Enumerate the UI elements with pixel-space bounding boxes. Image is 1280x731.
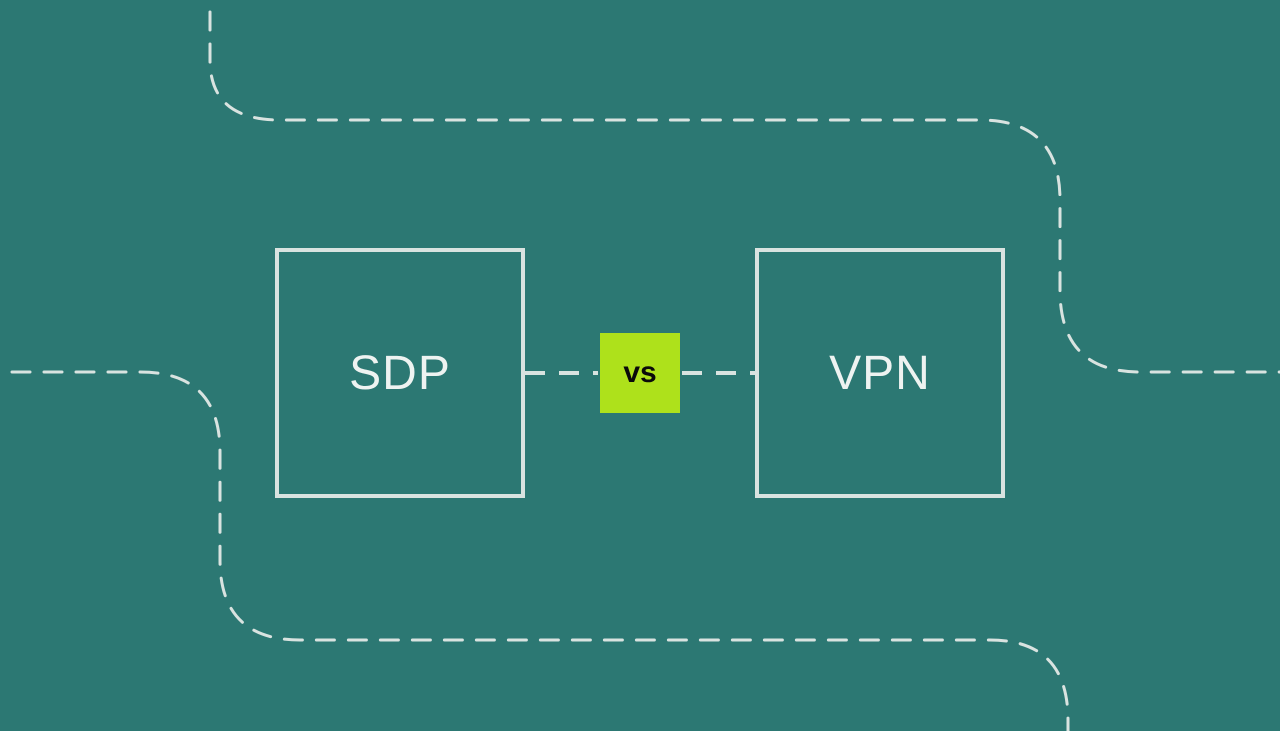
right-box-label: VPN	[829, 346, 931, 401]
left-box: SDP	[275, 248, 525, 498]
left-box-label: SDP	[349, 346, 451, 401]
right-box: VPN	[755, 248, 1005, 498]
vs-label: vs	[623, 356, 656, 390]
vs-badge: vs	[600, 333, 680, 413]
diagram-canvas: SDP VPN vs	[0, 0, 1280, 731]
